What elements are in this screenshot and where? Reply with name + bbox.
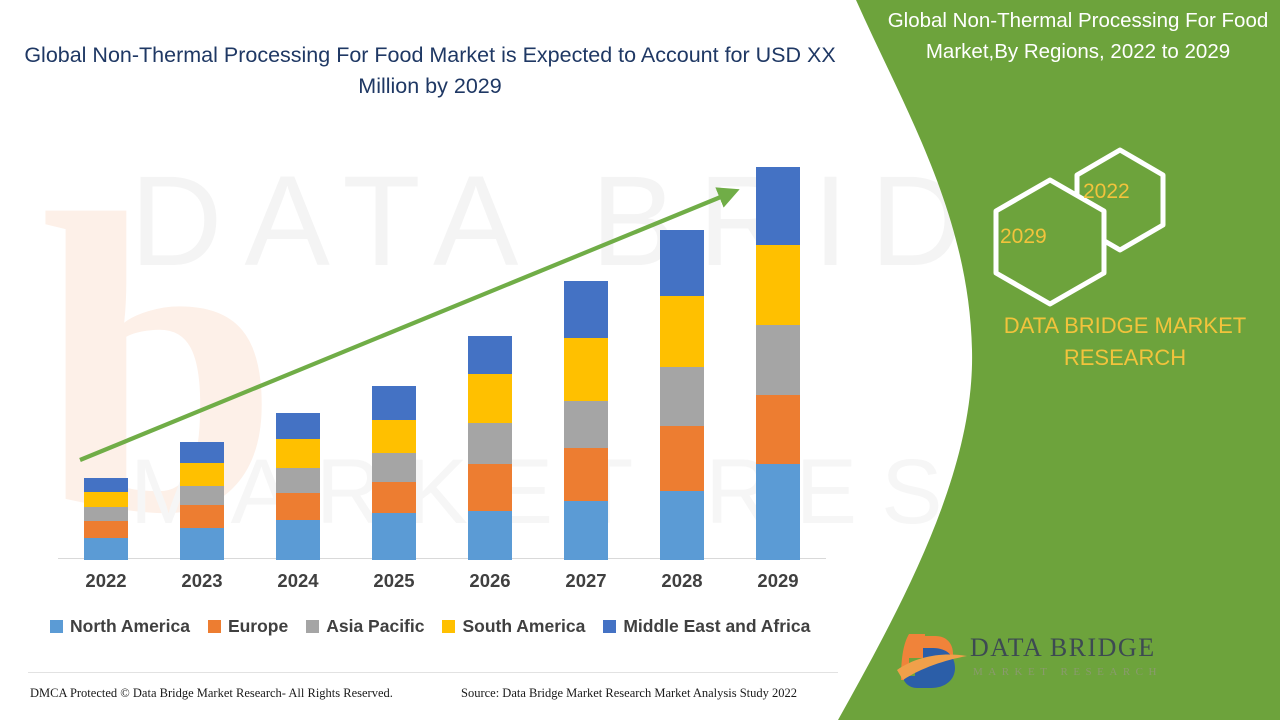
- hexagon-end-year-icon: [1074, 147, 1166, 253]
- hexagon-label-end-year: 2022: [1083, 180, 1130, 203]
- legend-swatch-icon: [603, 620, 617, 633]
- x-axis-labels: 2022 2023 2024 2025 2026 2027 2028 2029: [58, 570, 826, 600]
- x-axis-label-2029: 2029: [757, 570, 799, 591]
- x-axis-label-2025: 2025: [373, 570, 415, 591]
- bar-segment-asia-pacific: [756, 324, 800, 396]
- legend-item[interactable]: North America: [50, 616, 190, 637]
- x-axis-label-2028: 2028: [661, 570, 703, 591]
- legend-swatch-icon: [306, 620, 320, 633]
- x-axis-label-2027: 2027: [565, 570, 607, 591]
- data-bridge-logo: DATA BRIDGE MARKET RESEARCH: [895, 630, 1156, 696]
- legend-item[interactable]: South America: [442, 616, 585, 637]
- bar-group: [756, 167, 800, 560]
- legend-label: Europe: [227, 616, 289, 636]
- footer-source-note: Source: Data Bridge Market Research Mark…: [461, 686, 798, 700]
- bar-segment-middle-east-and-africa: [756, 167, 800, 246]
- bar-segment-south-america: [180, 463, 224, 487]
- bar-segment-north-america: [276, 520, 320, 560]
- bar-segment-south-america: [756, 245, 800, 325]
- bar-segment-europe: [180, 505, 224, 529]
- x-axis-label-2023: 2023: [181, 570, 223, 591]
- bar-segment-asia-pacific: [84, 507, 128, 522]
- x-axis-label-2024: 2024: [277, 570, 319, 591]
- bar-segment-north-america: [84, 538, 128, 560]
- bar-segment-north-america: [564, 500, 608, 560]
- bar-segment-europe: [276, 492, 320, 520]
- bar-segment-middle-east-and-africa: [84, 478, 128, 492]
- footer-dmca-notice: DMCA Protected © Data Bridge Market Rese…: [30, 686, 393, 700]
- bar-group: [84, 478, 128, 560]
- bar-segment-south-america: [84, 491, 128, 508]
- bar-segment-asia-pacific: [276, 468, 320, 493]
- bar-segment-europe: [468, 463, 512, 512]
- bar-segment-europe: [84, 521, 128, 539]
- x-axis-line: [58, 558, 826, 559]
- hexagon-start-year-icon: [993, 177, 1107, 307]
- logo-mark-icon: [897, 634, 967, 688]
- legend-swatch-icon: [207, 620, 221, 633]
- logo-name: DATA BRIDGE: [970, 633, 1156, 662]
- bar-segment-north-america: [372, 512, 416, 560]
- legend-item[interactable]: Europe: [207, 616, 289, 637]
- footer-divider: [28, 672, 838, 673]
- bar-segment-north-america: [180, 528, 224, 560]
- bar-segment-north-america: [660, 490, 704, 560]
- page-title: Global Non-Thermal Processing For Food M…: [24, 43, 836, 99]
- x-axis-label-2026: 2026: [469, 570, 511, 591]
- hexagon-label-start-year: 2029: [1000, 225, 1047, 248]
- x-axis-label-2022: 2022: [85, 570, 127, 591]
- logo-tagline: MARKET RESEARCH: [973, 666, 1162, 678]
- bar-segment-north-america: [756, 463, 800, 560]
- bar-segment-europe: [756, 395, 800, 464]
- legend-label: South America: [462, 616, 586, 636]
- legend-item[interactable]: Middle East and Africa: [603, 616, 810, 637]
- legend-swatch-icon: [50, 620, 63, 633]
- brand-name: DATA BRIDGE MARKET RESEARCH: [1003, 313, 1247, 370]
- legend-label: North America: [70, 616, 190, 636]
- chart-legend: North America Europe Asia Pacific South Ame…: [50, 616, 810, 637]
- bar-segment-north-america: [468, 511, 512, 560]
- legend-swatch-icon: [442, 620, 456, 633]
- bar-segment-europe: [372, 481, 416, 513]
- legend-item[interactable]: Asia Pacific: [306, 616, 424, 637]
- legend-label: Middle East and Africa: [623, 616, 811, 636]
- panel-title: Global Non-Thermal Processing For Food M…: [887, 9, 1269, 63]
- bar-segment-asia-pacific: [180, 486, 224, 506]
- hexagon-year-badges: 2022 2029: [975, 160, 1185, 290]
- legend-label: Asia Pacific: [326, 616, 425, 636]
